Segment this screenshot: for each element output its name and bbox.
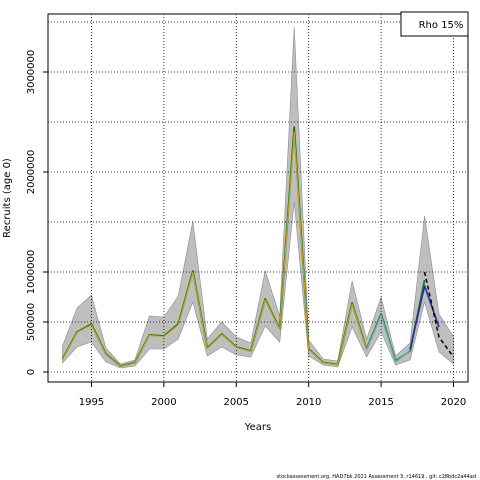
y-tick-label: 2000000 [26,150,37,195]
x-tick-label: 2010 [296,397,321,408]
legend-label: Rho 15% [419,20,464,31]
footer-credit: stockassessment.org, HAD7bk 2021 Assessm… [277,474,477,480]
x-axis-title: Years [244,422,271,433]
y-tick-label: 0 [26,369,37,375]
series-line-2 [366,315,411,363]
x-tick-label: 1995 [79,397,104,408]
x-tick-label: 2000 [151,397,176,408]
x-tick-label: 2020 [441,397,466,408]
y-tick-label: 500000 [26,303,37,341]
y-tick-label: 1000000 [26,250,37,295]
plot-frame [47,13,469,383]
legend: Rho 15% [400,11,469,37]
y-tick-label: 3000000 [26,50,37,95]
x-tick-label: 2015 [368,397,393,408]
series-line-4 [423,271,455,358]
confidence-band [62,26,454,369]
series-line-1 [62,131,411,367]
legend-box [400,11,469,37]
y-axis-title: Recruits (age 0) [2,158,13,238]
x-tick-label: 2005 [224,397,249,408]
